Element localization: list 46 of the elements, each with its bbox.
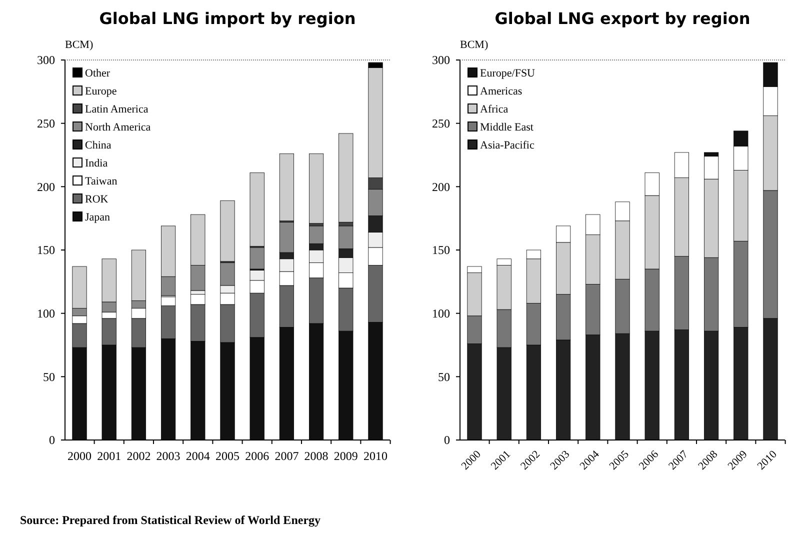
source-note: Source: Prepared from Statistical Review of World Energy — [20, 513, 321, 527]
y-tick-label: 200 — [432, 180, 450, 194]
y-tick-label: 0 — [444, 433, 450, 448]
x-tick-label: 2007 — [274, 449, 299, 463]
y-axis-title: BCM) — [460, 39, 488, 51]
x-tick-label: 2005 — [216, 449, 240, 463]
legend-label: Japan — [85, 211, 111, 224]
legend-label: Europe — [85, 85, 117, 98]
x-tick-label: 2009 — [334, 449, 358, 463]
x-tick-label: 2003 — [156, 449, 180, 463]
x-tick-label: 2004 — [186, 449, 210, 463]
bar — [338, 133, 354, 222]
x-tick-label: 2001 — [97, 449, 122, 463]
y-tick-label: 250 — [37, 116, 55, 131]
chart-title: Global LNG export by region — [494, 9, 750, 28]
y-axis-title: BCM) — [65, 39, 94, 51]
y-tick-label: 50 — [43, 370, 55, 384]
legend-label: Middle East — [480, 121, 534, 134]
y-tick-label: 100 — [432, 306, 450, 321]
x-tick-label: 2008 — [304, 449, 328, 463]
chart-title: Global LNG import by region — [99, 9, 356, 28]
x-tick-label: 2002 — [126, 449, 151, 463]
y-tick-label: 50 — [438, 370, 450, 384]
x-tick-label: 2006 — [245, 449, 270, 463]
legend-label: Americas — [480, 85, 522, 98]
legend-label: North America — [85, 121, 151, 134]
legend-label: Asia-Pacific — [480, 139, 534, 152]
y-tick-label: 150 — [37, 243, 55, 258]
legend-label: ROK — [85, 193, 108, 206]
x-tick-label: 2010 — [363, 449, 388, 463]
y-tick-label: 200 — [37, 180, 55, 194]
y-tick-label: 300 — [37, 53, 55, 68]
legend-label: Africa — [480, 103, 508, 116]
bar — [308, 154, 324, 224]
y-tick-label: 300 — [432, 53, 450, 68]
y-tick-label: 150 — [432, 243, 450, 258]
legend-label: Europe/FSU — [480, 67, 536, 80]
legend-label: India — [85, 157, 108, 170]
legend-label: China — [85, 139, 112, 152]
y-tick-label: 250 — [432, 116, 450, 131]
x-tick-label: 2000 — [68, 449, 92, 463]
y-tick-label: 100 — [37, 306, 55, 321]
y-tick-label: 0 — [49, 433, 55, 448]
legend-label: Other — [85, 67, 110, 80]
legend-label: Taiwan — [85, 175, 118, 188]
legend-label: Latin America — [85, 103, 148, 116]
